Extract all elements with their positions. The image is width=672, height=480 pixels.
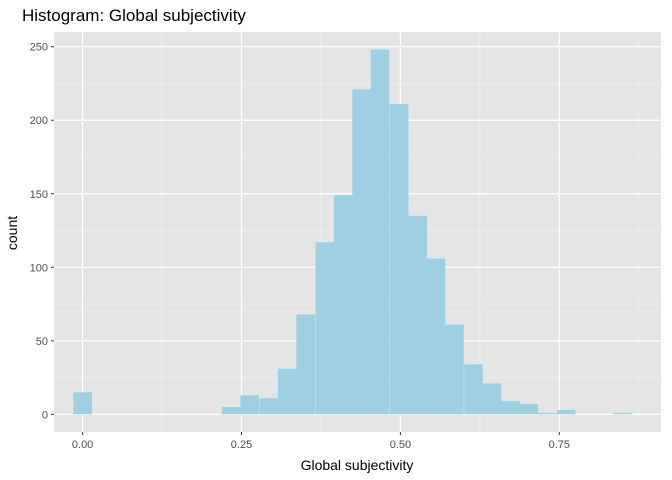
- histogram-bar: [538, 412, 558, 415]
- histogram-bar: [445, 324, 464, 415]
- histogram-bar: [333, 195, 353, 415]
- histogram-bar: [222, 407, 241, 415]
- axis-ticks: [51, 46, 560, 435]
- x-axis-title: Global subjectivity: [301, 457, 414, 473]
- histogram-bar: [501, 401, 520, 415]
- histogram-bar: [259, 398, 279, 415]
- chart-title: Histogram: Global subjectivity: [22, 6, 246, 25]
- x-tick-label: 0.00: [72, 439, 93, 451]
- histogram-bar: [408, 215, 427, 415]
- histogram-bar: [426, 258, 446, 415]
- y-tick-label: 200: [30, 115, 48, 127]
- histogram-bar: [389, 104, 409, 415]
- histogram-bar: [277, 368, 297, 415]
- y-axis-title: count: [4, 216, 20, 250]
- histogram-bar: [296, 314, 316, 415]
- y-tick-label: 250: [30, 42, 48, 54]
- histogram-bar: [370, 49, 390, 415]
- x-tick-label: 0.75: [549, 439, 570, 451]
- histogram-bar: [240, 395, 260, 415]
- y-tick-label: 150: [30, 189, 48, 201]
- histogram-bar: [73, 392, 92, 415]
- axis-tick-labels: 0.00 0.25 0.50 0.75 0 50 100 150 200 250: [30, 42, 570, 451]
- histogram-bar: [352, 89, 371, 415]
- histogram-bar: [315, 242, 335, 415]
- histogram-bar: [482, 383, 502, 415]
- y-tick-label: 100: [30, 262, 48, 274]
- histogram-bars: [73, 49, 632, 415]
- y-tick-label: 0: [42, 409, 48, 421]
- y-tick-label: 50: [36, 336, 48, 348]
- histogram-bar: [464, 364, 483, 415]
- histogram-bar: [519, 404, 539, 415]
- histogram-bar: [612, 412, 632, 415]
- histogram-bar: [556, 409, 576, 415]
- x-tick-label: 0.50: [390, 439, 411, 451]
- x-tick-label: 0.25: [231, 439, 252, 451]
